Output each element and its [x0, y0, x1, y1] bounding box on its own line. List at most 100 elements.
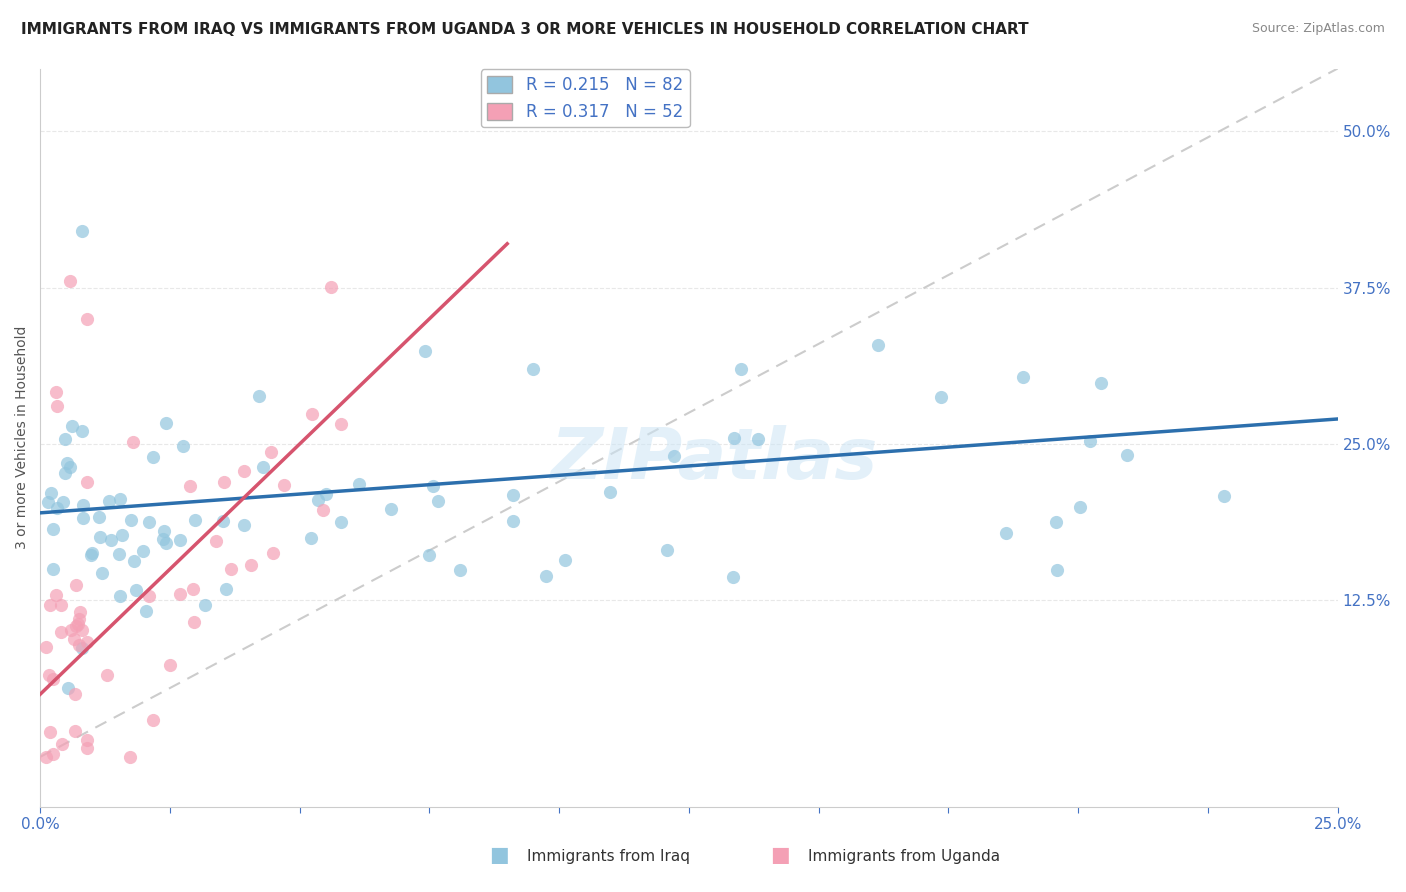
Point — [65, 577, 87, 591]
Point — [866, 338, 889, 352]
Point — [194, 599, 217, 613]
Point — [59, 459, 82, 474]
Point — [45, 400, 67, 414]
Point — [72, 498, 94, 512]
Point — [232, 517, 254, 532]
Point — [42, 747, 65, 761]
Text: ZIPatlas: ZIPatlas — [551, 425, 879, 494]
Point — [53, 467, 76, 481]
Point — [502, 487, 524, 501]
Point — [45, 384, 67, 399]
Point — [38, 724, 60, 739]
Point — [108, 491, 131, 506]
Point — [60, 418, 83, 433]
Point — [655, 542, 678, 557]
Point — [1116, 448, 1139, 462]
Point — [52, 495, 75, 509]
Point — [41, 522, 63, 536]
Point — [169, 533, 191, 547]
Point — [98, 494, 121, 508]
Point — [232, 464, 254, 478]
Point — [35, 640, 58, 655]
Point — [247, 389, 270, 403]
Point — [347, 476, 370, 491]
Point — [96, 667, 118, 681]
Point — [329, 515, 352, 529]
Point — [315, 487, 337, 501]
Point — [522, 362, 544, 376]
Point — [135, 604, 157, 618]
Point — [65, 724, 87, 739]
Point — [132, 544, 155, 558]
Point — [1069, 500, 1091, 514]
Point — [1212, 489, 1234, 503]
Point — [155, 536, 177, 550]
Point — [449, 563, 471, 577]
Point — [215, 582, 238, 596]
Text: Source: ZipAtlas.com: Source: ZipAtlas.com — [1251, 22, 1385, 36]
Point — [122, 434, 145, 449]
Point — [39, 598, 62, 612]
Point — [70, 424, 93, 438]
Point — [100, 533, 122, 548]
Point — [70, 224, 93, 238]
Point — [554, 553, 576, 567]
Point — [155, 416, 177, 430]
Point — [51, 738, 73, 752]
Point — [49, 599, 72, 613]
Point — [110, 528, 132, 542]
Point — [108, 548, 131, 562]
Point — [55, 456, 77, 470]
Point — [723, 432, 745, 446]
Point — [1090, 376, 1112, 390]
Point — [929, 390, 952, 404]
Point — [380, 501, 402, 516]
Point — [330, 417, 353, 431]
Point — [122, 554, 145, 568]
Point — [179, 479, 201, 493]
Text: ■: ■ — [489, 845, 509, 864]
Point — [418, 549, 440, 563]
Point — [49, 624, 72, 639]
Point — [120, 513, 142, 527]
Point — [76, 733, 98, 747]
Point — [76, 635, 98, 649]
Point — [39, 485, 62, 500]
Point — [184, 512, 207, 526]
Point — [422, 479, 444, 493]
Point — [204, 534, 226, 549]
Point — [142, 450, 165, 464]
Point — [152, 533, 174, 547]
Point — [69, 605, 91, 619]
Point — [260, 445, 283, 459]
Point — [56, 681, 79, 695]
Point — [76, 311, 98, 326]
Point — [273, 478, 295, 492]
Point — [70, 640, 93, 655]
Point — [159, 658, 181, 673]
Point — [427, 494, 450, 508]
Point — [62, 632, 84, 647]
Point — [118, 750, 141, 764]
Text: IMMIGRANTS FROM IRAQ VS IMMIGRANTS FROM UGANDA 3 OR MORE VEHICLES IN HOUSEHOLD C: IMMIGRANTS FROM IRAQ VS IMMIGRANTS FROM … — [21, 22, 1029, 37]
Point — [1045, 563, 1067, 577]
Legend: R = 0.215   N = 82, R = 0.317   N = 52: R = 0.215 N = 82, R = 0.317 N = 52 — [481, 70, 689, 128]
Point — [252, 459, 274, 474]
Point — [138, 515, 160, 529]
Point — [72, 510, 94, 524]
Point — [239, 558, 262, 573]
Point — [91, 566, 114, 580]
Point — [172, 440, 194, 454]
Point — [42, 561, 65, 575]
Point — [181, 582, 204, 596]
Point — [747, 432, 769, 446]
Point — [321, 280, 343, 294]
Y-axis label: 3 or more Vehicles in Household: 3 or more Vehicles in Household — [15, 326, 30, 549]
Point — [534, 569, 557, 583]
Point — [63, 687, 86, 701]
Text: Immigrants from Uganda: Immigrants from Uganda — [808, 849, 1001, 863]
Point — [37, 495, 59, 509]
Point — [299, 531, 322, 545]
Point — [66, 617, 89, 632]
Point — [65, 618, 87, 632]
